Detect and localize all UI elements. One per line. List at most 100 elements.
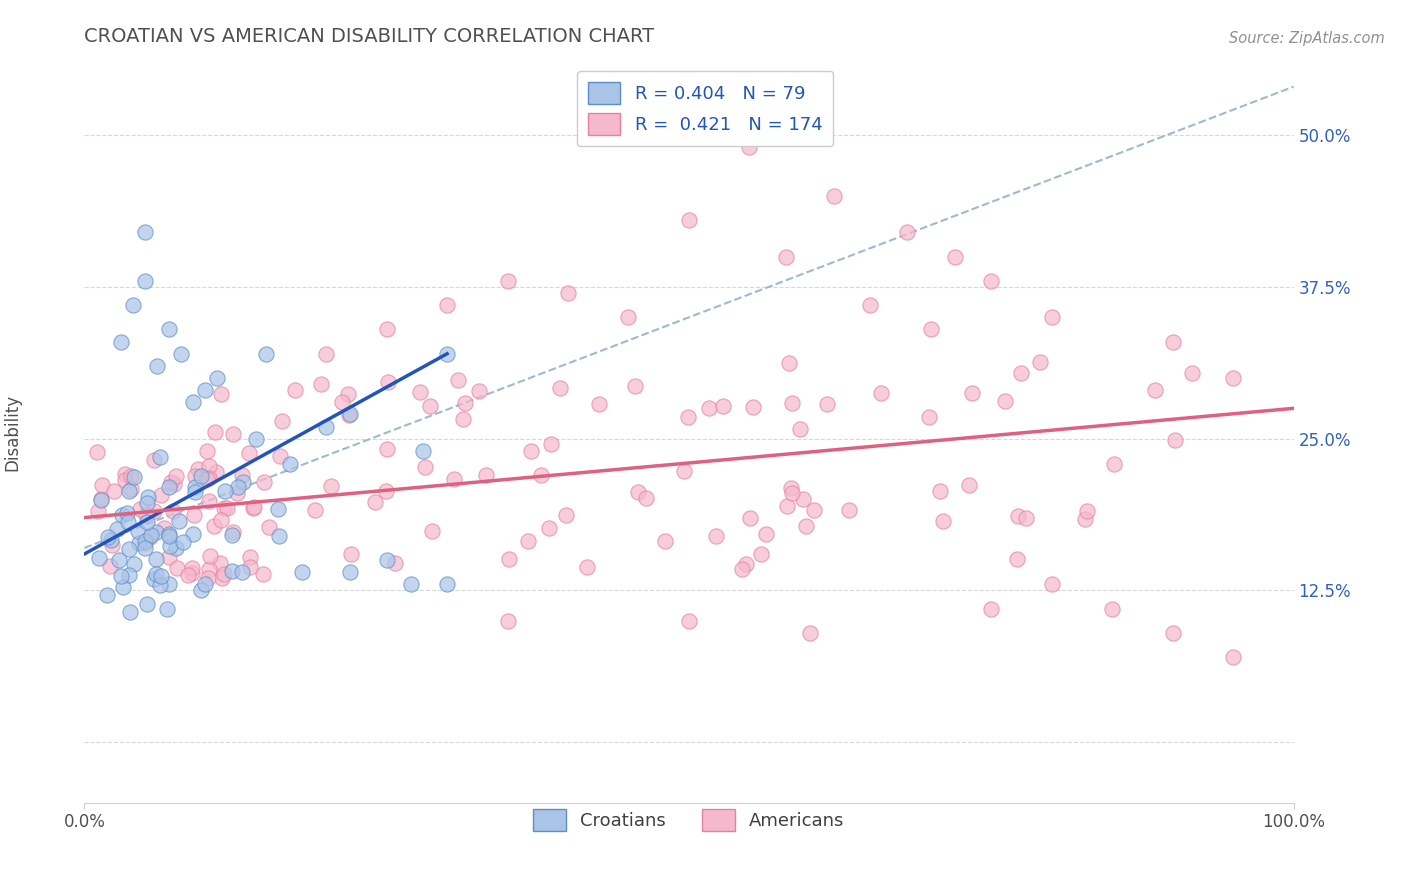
Point [1007, 508, 1029, 523]
Point [145, 552, 167, 566]
Point [1102, 457, 1125, 471]
Point [364, 495, 387, 509]
Point [149, 450, 172, 464]
Point [269, 529, 291, 543]
Point [159, 475, 181, 490]
Point [134, 534, 156, 549]
Point [782, 396, 804, 410]
Point [145, 566, 167, 581]
Point [136, 496, 159, 510]
Point [377, 375, 399, 389]
Point [181, 395, 204, 409]
Point [181, 566, 204, 580]
Point [496, 614, 519, 628]
Point [114, 473, 136, 487]
Point [181, 526, 204, 541]
Point [153, 521, 176, 535]
Point [139, 528, 162, 542]
Text: CROATIAN VS AMERICAN DISABILITY CORRELATION CHART: CROATIAN VS AMERICAN DISABILITY CORRELAT… [84, 27, 654, 45]
Point [859, 298, 882, 312]
Point [451, 412, 474, 426]
Point [738, 140, 761, 154]
Point [117, 515, 139, 529]
Point [742, 400, 765, 414]
Point [122, 557, 145, 571]
Point [120, 482, 142, 496]
Point [530, 468, 553, 483]
Point [215, 500, 238, 515]
Point [557, 286, 579, 301]
Point [172, 535, 194, 549]
Point [139, 530, 162, 544]
Point [838, 502, 860, 516]
Point [156, 601, 179, 615]
Point [780, 481, 803, 495]
Point [794, 519, 817, 533]
Point [330, 395, 353, 409]
Point [315, 419, 337, 434]
Point [231, 565, 253, 579]
Point [190, 582, 212, 597]
Point [118, 483, 141, 498]
Point [399, 577, 422, 591]
Point [436, 298, 458, 312]
Point [184, 485, 207, 500]
Point [339, 565, 361, 579]
Point [194, 383, 217, 397]
Point [870, 386, 893, 401]
Point [112, 581, 135, 595]
Legend: Croatians, Americans: Croatians, Americans [526, 802, 852, 838]
Point [103, 483, 125, 498]
Point [150, 569, 173, 583]
Point [177, 568, 200, 582]
Point [269, 450, 291, 464]
Point [803, 503, 825, 517]
Point [627, 485, 650, 500]
Point [409, 384, 432, 399]
Point [225, 486, 247, 500]
Point [929, 483, 952, 498]
Point [159, 540, 181, 554]
Point [1163, 434, 1185, 448]
Point [678, 213, 700, 227]
Point [105, 522, 128, 536]
Point [254, 347, 277, 361]
Point [520, 443, 543, 458]
Point [198, 562, 221, 576]
Point [197, 571, 219, 585]
Point [943, 250, 966, 264]
Point [636, 491, 658, 505]
Point [211, 571, 233, 585]
Point [1143, 384, 1166, 398]
Point [815, 397, 838, 411]
Point [100, 533, 122, 548]
Point [169, 514, 191, 528]
Point [127, 524, 149, 539]
Point [221, 528, 243, 542]
Point [165, 469, 187, 483]
Point [194, 577, 217, 591]
Point [678, 614, 700, 628]
Point [142, 453, 165, 467]
Point [799, 626, 821, 640]
Point [209, 556, 232, 570]
Point [163, 476, 186, 491]
Point [197, 472, 219, 486]
Point [170, 347, 193, 361]
Point [209, 513, 232, 527]
Point [337, 409, 360, 423]
Point [97, 530, 120, 544]
Point [918, 409, 941, 424]
Point [157, 529, 180, 543]
Point [1015, 511, 1038, 525]
Point [239, 549, 262, 564]
Point [115, 506, 138, 520]
Point [775, 250, 797, 264]
Point [321, 479, 343, 493]
Point [212, 500, 235, 515]
Point [623, 379, 645, 393]
Point [588, 397, 610, 411]
Point [101, 538, 124, 552]
Point [1161, 626, 1184, 640]
Point [134, 536, 156, 550]
